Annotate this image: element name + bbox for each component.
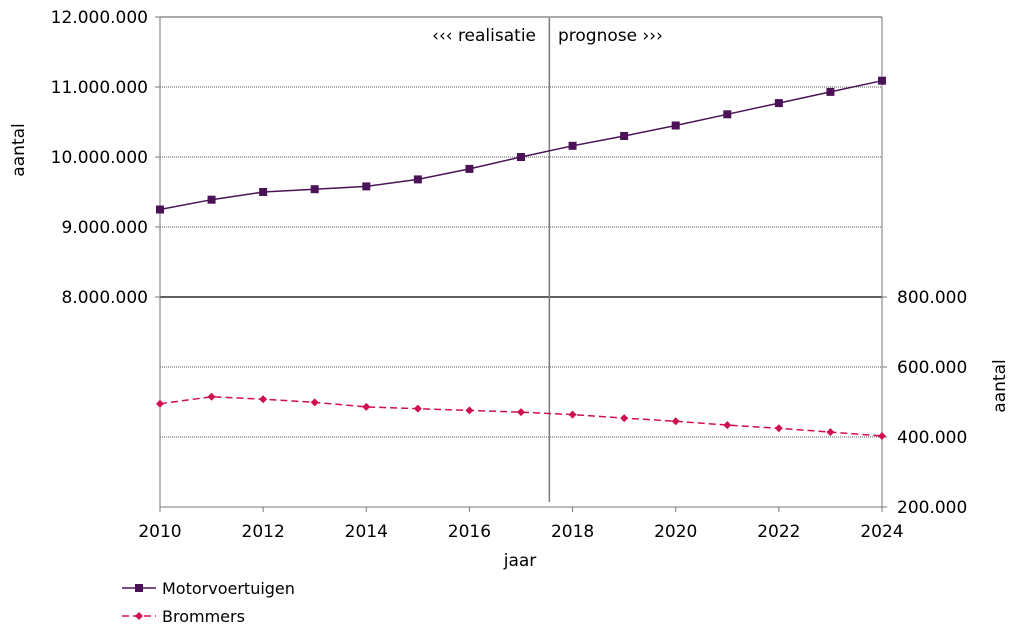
right-tick-label: 600.000 [897,358,967,378]
legend-label-motorvoertuigen: Motorvoertuigen [162,579,295,598]
data-point-motorvoertuigen [207,195,216,204]
data-point-motorvoertuigen [671,121,680,130]
data-point-brommers [723,421,732,430]
data-point-brommers [878,431,886,440]
data-point-brommers [517,408,525,417]
legend-item-motorvoertuigen: Motorvoertuigen [122,579,295,598]
legend-label-brommers: Brommers [162,607,245,624]
data-point-brommers [156,399,164,408]
data-point-motorvoertuigen [723,110,732,119]
x-tick-label: 2012 [242,522,285,542]
data-point-brommers [362,402,371,411]
data-point-motorvoertuigen [826,87,835,96]
data-point-motorvoertuigen [620,132,629,140]
data-point-brommers [259,395,268,404]
right-tick-label: 200.000 [897,498,967,518]
x-axis-label: jaar [503,551,537,571]
series [156,76,886,440]
left-axis-label: aantal [9,123,29,176]
series-line-brommers [159,395,883,437]
right-tick-label: 800.000 [897,288,967,308]
legend-item-brommers: Brommers [122,607,245,624]
left-tick-label: 12.000.000 [51,8,148,28]
axes [155,16,887,512]
data-point-brommers [465,406,474,415]
data-point-motorvoertuigen [310,185,319,194]
left-tick-label: 9.000.000 [61,218,148,238]
data-point-motorvoertuigen [878,76,886,85]
data-point-motorvoertuigen [259,188,268,196]
legend-marker-square-icon [135,584,143,592]
data-point-motorvoertuigen [362,182,371,191]
legend: Motorvoertuigen Brommers [122,579,295,624]
x-tick-label: 2010 [138,522,181,542]
data-point-brommers [671,417,680,426]
realisatie-annotation: ‹‹‹ realisatie [432,26,536,46]
x-tick-label: 2018 [551,522,594,542]
prognose-annotation: prognose ››› [558,26,663,46]
data-point-brommers [826,428,835,437]
left-tick-label: 8.000.000 [61,288,148,308]
tick-labels: 12.000.000 11.000.000 10.000.000 9.000.000 8… [51,8,968,542]
data-point-motorvoertuigen [156,205,164,214]
data-point-brommers [207,392,216,401]
series-line-motorvoertuigen [159,79,883,211]
gridlines [160,16,882,438]
right-axis-label: aantal [990,359,1009,412]
data-point-brommers [310,398,319,407]
data-point-motorvoertuigen [774,99,783,108]
x-tick-label: 2020 [654,522,697,542]
data-point-brommers [620,414,629,423]
legend-marker-diamond-icon [135,612,143,620]
left-tick-label: 10.000.000 [51,148,148,168]
x-tick-label: 2014 [345,522,388,542]
x-tick-label: 2022 [757,522,800,542]
x-tick-label: 2024 [860,522,903,542]
x-tick-label: 2016 [448,522,491,542]
data-point-motorvoertuigen [568,141,577,150]
right-tick-label: 400.000 [897,428,967,448]
data-point-motorvoertuigen [517,153,525,161]
data-point-motorvoertuigen [465,164,474,173]
data-point-motorvoertuigen [413,175,422,184]
data-point-brommers [568,410,577,419]
data-point-brommers [774,424,783,433]
left-tick-label: 11.000.000 [51,78,148,98]
data-point-brommers [413,404,422,413]
